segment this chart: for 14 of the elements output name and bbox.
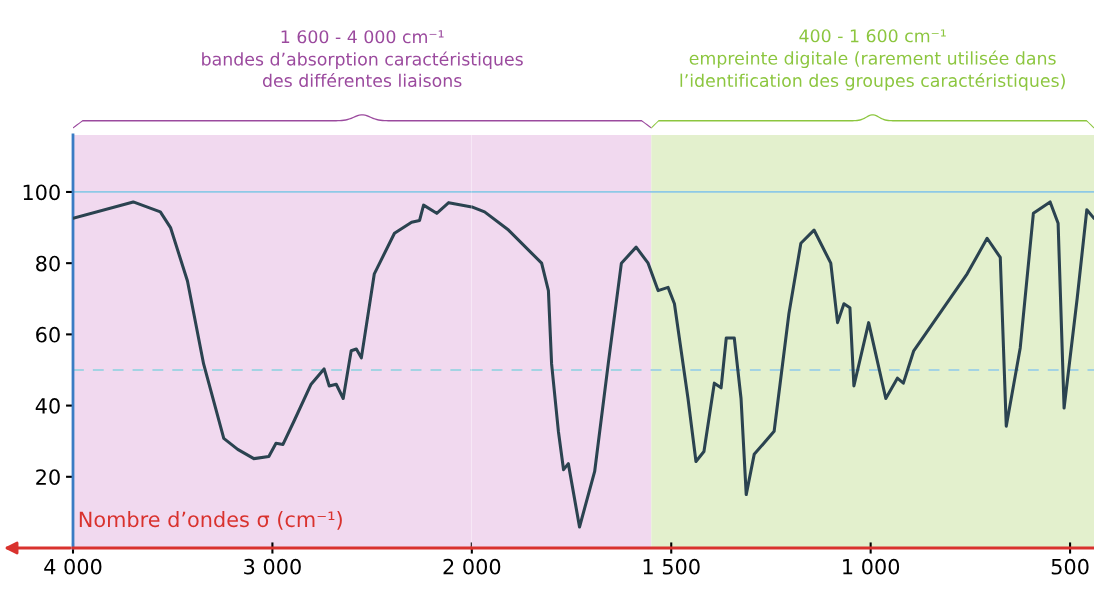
band-label: 1 600 - 4 000 cm⁻¹ bandes d’absorption caractéristiques des différentes liaisons <box>202 30 523 88</box>
y-tick-label: 20 <box>36 469 60 485</box>
x-axis-title: Nombre d’ondes σ (cm⁻¹) <box>79 511 342 530</box>
y-tick-label: 60 <box>36 326 60 343</box>
y-tick-label: 40 <box>35 398 60 414</box>
band-label: 400 - 1 600 cm⁻¹ empreinte digitale (rarement utilisée dans l’identification des groupes caractéristiques) <box>680 29 1065 91</box>
x-tick-label: 3 000 <box>244 558 301 575</box>
x-tick-label: 500 <box>1051 558 1089 575</box>
y-tick-label: 80 <box>36 255 60 272</box>
x-tick-label: 1 500 <box>643 558 700 575</box>
x-tick-label: 2 000 <box>443 558 501 575</box>
y-tick-label: 100 <box>23 184 60 201</box>
x-tick-label: 1 000 <box>843 558 900 575</box>
x-tick-label: 4 000 <box>44 558 102 575</box>
